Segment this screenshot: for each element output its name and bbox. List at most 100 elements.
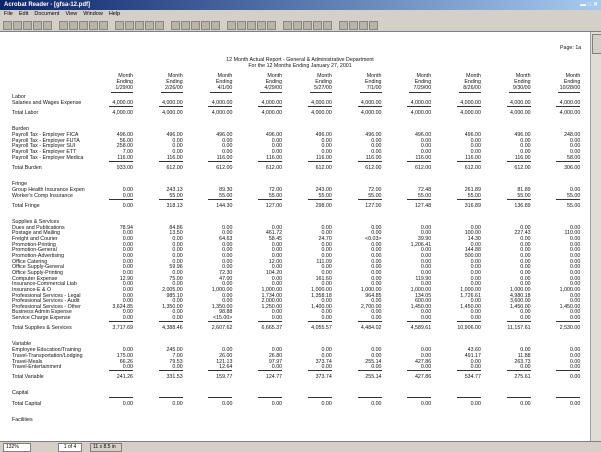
toolbar-button[interactable] xyxy=(303,21,312,30)
cell-value: 985.10 xyxy=(166,292,183,299)
cell-value: 72.00 xyxy=(268,186,283,193)
cell-value: 0.00 xyxy=(470,137,481,144)
cell-value: 491.17 xyxy=(464,352,481,359)
cell-value: 496.00 xyxy=(265,132,283,139)
total-value: 534.77 xyxy=(464,374,481,381)
row-label: Freight and Courier xyxy=(12,236,58,242)
toolbar-button[interactable] xyxy=(115,21,124,30)
cell-value: 0.00 xyxy=(520,247,531,254)
cell-value: 0.00 xyxy=(420,143,432,150)
cell-value: 0.00 xyxy=(520,143,531,150)
toolbar-button[interactable] xyxy=(181,21,190,30)
toolbar-button[interactable] xyxy=(247,21,256,30)
column-header: Ending xyxy=(563,79,581,85)
total-underline xyxy=(109,370,133,372)
cell-value: 0.00 xyxy=(271,241,283,248)
total-value: 373.74 xyxy=(315,374,332,381)
status-bar: 132% 1 of 4 11 x 8.5 in xyxy=(0,441,601,452)
toolbar-button[interactable] xyxy=(59,21,68,30)
total-underline xyxy=(307,106,332,108)
cell-value: 0.00 xyxy=(371,315,382,322)
row-label: Travel-Transportation/Lodging xyxy=(12,352,83,359)
toolbar-button[interactable] xyxy=(99,21,108,30)
menu-item[interactable]: Document xyxy=(34,11,60,17)
total-underline xyxy=(456,370,481,372)
toolbar-button[interactable] xyxy=(155,21,164,30)
cell-value: 0.00 xyxy=(520,149,531,156)
toolbar-button[interactable] xyxy=(23,21,32,30)
toolbar-button[interactable] xyxy=(171,21,180,30)
toolbar-button[interactable] xyxy=(349,21,358,30)
menu-item[interactable]: Edit xyxy=(18,11,29,17)
header-underline xyxy=(458,91,481,93)
cell-value: 255.14 xyxy=(365,358,382,365)
cell-value: 0.00 xyxy=(321,298,332,305)
cell-value: 0.00 xyxy=(122,252,133,259)
toolbar-button[interactable] xyxy=(293,21,302,30)
toolbar-button[interactable] xyxy=(89,21,98,30)
cell-value: 0.00 xyxy=(569,143,581,150)
cell-value: 0.00 xyxy=(569,292,581,299)
cell-value: 161.60 xyxy=(315,275,332,282)
total-value: 55.00 xyxy=(567,202,581,209)
cell-value: 0.00 xyxy=(470,143,481,150)
toolbar-button[interactable] xyxy=(33,21,42,30)
toolbar-button[interactable] xyxy=(191,21,200,30)
toolbar-button[interactable] xyxy=(237,21,246,30)
toolbar-button[interactable] xyxy=(135,21,144,30)
menu-item[interactable]: Help xyxy=(108,11,121,17)
window-controls[interactable]: ▬ □ ✕ xyxy=(580,2,598,8)
cell-value: 0.00 xyxy=(172,364,183,371)
total-value: 3,717.69 xyxy=(112,325,133,332)
toolbar-button[interactable] xyxy=(201,21,210,30)
cell-value: 0.00 xyxy=(271,143,283,150)
total-underline xyxy=(456,160,481,162)
toolbar-button[interactable] xyxy=(283,21,292,30)
toolbar-button[interactable] xyxy=(323,21,332,30)
toolbar-button[interactable] xyxy=(369,21,378,30)
toolbar-button[interactable] xyxy=(69,21,78,30)
total-value: 612.00 xyxy=(166,164,183,171)
menu-item[interactable]: View xyxy=(65,11,78,17)
menu-item[interactable]: Window xyxy=(83,11,103,17)
row-label: Dues and Publications xyxy=(12,224,65,231)
toolbar-button[interactable] xyxy=(3,21,12,30)
cell-value: 0.00 xyxy=(470,264,481,271)
toolbar-button[interactable] xyxy=(359,21,368,30)
toolbar-button[interactable] xyxy=(125,21,134,30)
menu-item[interactable]: File xyxy=(4,11,13,17)
toolbar-button[interactable] xyxy=(227,21,236,30)
cell-value: 0.00 xyxy=(520,137,531,144)
vertical-scrollbar[interactable] xyxy=(590,32,601,441)
total-value: 4,000.00 xyxy=(460,110,481,117)
toolbar-button[interactable] xyxy=(13,21,22,30)
cell-value: 64.63 xyxy=(219,236,233,242)
toolbar-button[interactable] xyxy=(43,21,52,30)
cell-value: 55.00 xyxy=(467,192,481,199)
total-underline xyxy=(456,396,481,398)
total-value: 4,000.00 xyxy=(559,110,581,117)
cell-value: 261.89 xyxy=(464,186,481,193)
cell-value: 0.00 xyxy=(271,247,283,254)
toolbar-button[interactable] xyxy=(257,21,266,30)
cell-value: 4,000.00 xyxy=(112,100,133,106)
toolbar-button[interactable] xyxy=(339,21,348,30)
total-value: 4,000.00 xyxy=(211,110,233,117)
cell-value: 2,000.00 xyxy=(261,298,283,305)
column-header: Month xyxy=(118,73,133,79)
toolbar-button[interactable] xyxy=(313,21,322,30)
toolbar-button[interactable] xyxy=(267,21,276,30)
cell-value: 1,450.00 xyxy=(410,303,432,310)
toolbar-button[interactable] xyxy=(79,21,88,30)
cell-value: 55.00 xyxy=(368,192,382,199)
total-underline xyxy=(307,321,332,323)
toolbar-button[interactable] xyxy=(211,21,220,30)
total-value: 241.26 xyxy=(116,374,133,381)
cell-value: 0.00 xyxy=(569,352,581,359)
cell-value: 0.00 xyxy=(321,281,332,288)
total-value: 0.00 xyxy=(172,400,183,407)
total-underline xyxy=(556,370,581,372)
total-underline xyxy=(158,321,183,323)
cell-value: 4,000.00 xyxy=(261,100,283,106)
toolbar-button[interactable] xyxy=(145,21,154,30)
